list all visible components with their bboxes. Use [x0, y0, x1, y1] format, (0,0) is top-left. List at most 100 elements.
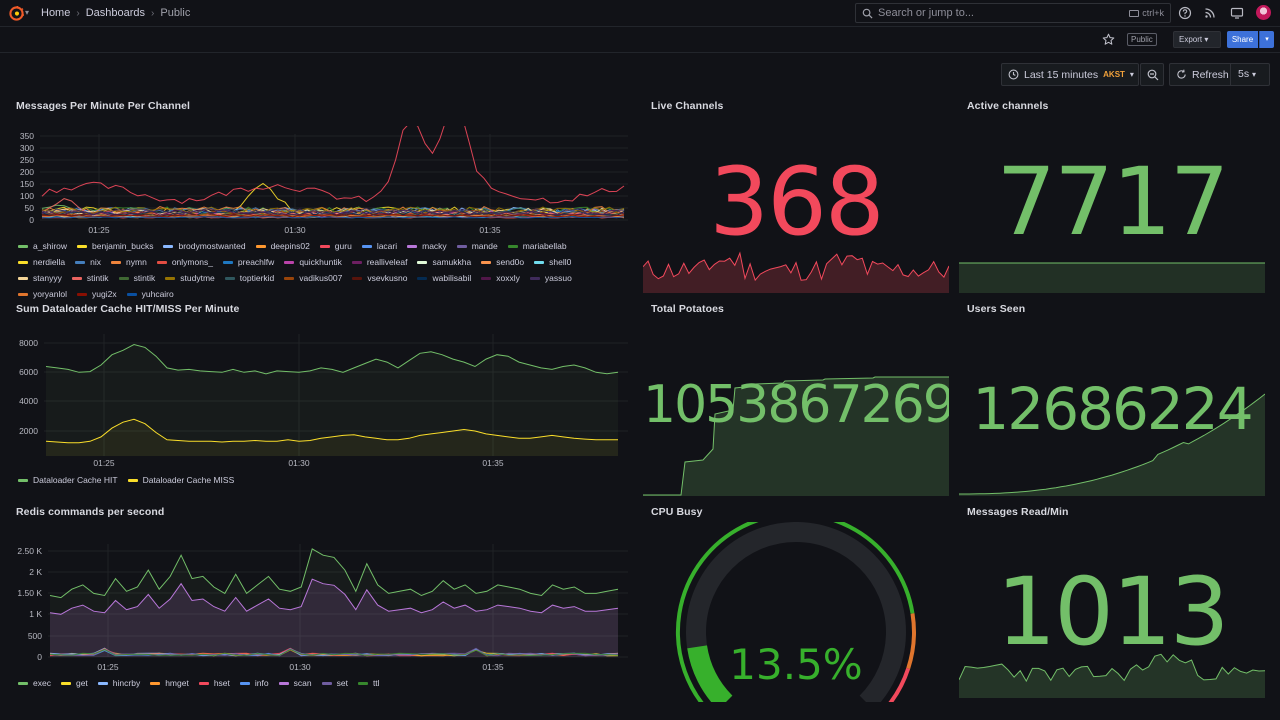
- legend-item[interactable]: set: [321, 675, 348, 691]
- legend-item[interactable]: guru: [319, 238, 352, 254]
- panel-title[interactable]: Sum Dataloader Cache HIT/MISS Per Minute: [16, 303, 240, 315]
- legend-label: nix: [90, 257, 102, 267]
- chevron-down-icon[interactable]: ▾: [25, 8, 30, 17]
- panel-title[interactable]: Messages Per Minute Per Channel: [16, 100, 191, 112]
- export-button[interactable]: Export ▾: [1173, 31, 1221, 48]
- legend-item[interactable]: wabilisabil: [417, 270, 471, 286]
- rss-news-icon[interactable]: [1203, 6, 1217, 20]
- legend-swatch: [529, 276, 540, 280]
- legend-item[interactable]: quickhuntik: [284, 254, 342, 270]
- legend-item[interactable]: Dataloader Cache HIT: [18, 472, 118, 488]
- legend-swatch: [417, 276, 428, 280]
- breadcrumb-home[interactable]: Home: [41, 7, 71, 19]
- legend-item[interactable]: stanyyy: [18, 270, 62, 286]
- legend-item[interactable]: stintik: [118, 270, 155, 286]
- legend-item[interactable]: exec: [18, 675, 51, 691]
- panel-title[interactable]: Total Potatoes: [651, 303, 724, 315]
- legend-label: brodymostwanted: [178, 241, 246, 251]
- legend-item[interactable]: scan: [278, 675, 312, 691]
- legend-item[interactable]: hincrby: [97, 675, 140, 691]
- legend-item[interactable]: nix: [75, 254, 101, 270]
- legend-item[interactable]: yoryanlol: [18, 286, 67, 302]
- legend-item[interactable]: ttl: [357, 675, 380, 691]
- redis-commands-chart: 2.50 K 2 K 1.50 K 1 K 500 0 01:25 01:30 01:35: [17, 544, 628, 672]
- x-tick-label: 01:25: [88, 225, 110, 235]
- legend-item[interactable]: shell0: [534, 254, 571, 270]
- y-tick-label: 300: [20, 143, 34, 153]
- sparkline-area: [643, 377, 949, 496]
- dataloader-cache-legend: Dataloader Cache HIT Dataloader Cache MIS…: [18, 472, 622, 488]
- share-options-button[interactable]: ▾: [1259, 31, 1274, 48]
- legend-item[interactable]: a_shirow: [18, 238, 67, 254]
- panel-messages-read: Messages Read/Min 1013: [959, 502, 1265, 702]
- legend-label: yuhcairo: [141, 289, 174, 299]
- legend-item[interactable]: preachlfw: [222, 254, 274, 270]
- legend-label: mande: [471, 241, 498, 251]
- legend-item[interactable]: benjamin_bucks: [77, 238, 153, 254]
- time-range-picker[interactable]: Last 15 minutes AKST ▾: [1001, 63, 1139, 86]
- refresh-button[interactable]: Refresh: [1169, 63, 1231, 86]
- legend-item[interactable]: hset: [198, 675, 230, 691]
- star-icon[interactable]: [1102, 33, 1115, 46]
- chevron-down-icon: ▾: [1265, 36, 1269, 43]
- legend-item[interactable]: onlymons_: [156, 254, 213, 270]
- legend-item[interactable]: mande: [456, 238, 498, 254]
- legend-item[interactable]: yassuo: [529, 270, 572, 286]
- kiosk-mode-icon[interactable]: [1230, 6, 1244, 20]
- legend-item[interactable]: nerdiella: [18, 254, 65, 270]
- legend-item[interactable]: vadikus007: [284, 270, 342, 286]
- legend-label: vsevkusno: [367, 273, 408, 283]
- legend-item[interactable]: yuhcairo: [126, 286, 174, 302]
- legend-item[interactable]: realliveleaf: [351, 254, 407, 270]
- legend-label: wabilisabil: [432, 273, 472, 283]
- share-button[interactable]: Share: [1227, 31, 1258, 48]
- legend-swatch: [118, 276, 129, 280]
- legend-label: deepins02: [270, 241, 310, 251]
- chevron-down-icon: ▾: [1204, 35, 1209, 44]
- user-avatar[interactable]: [1256, 5, 1271, 20]
- legend-item[interactable]: stintik: [71, 270, 109, 286]
- panel-title[interactable]: Users Seen: [967, 303, 1026, 315]
- legend-swatch: [18, 292, 28, 296]
- legend-item[interactable]: brodymostwanted: [163, 238, 246, 254]
- x-tick-label: 01:25: [97, 662, 119, 672]
- legend-swatch: [18, 276, 28, 280]
- panel-title[interactable]: CPU Busy: [651, 506, 703, 518]
- help-icon[interactable]: [1178, 6, 1192, 20]
- legend-item[interactable]: yugi2x: [77, 286, 117, 302]
- legend-item[interactable]: info: [239, 675, 269, 691]
- legend-item[interactable]: get: [60, 675, 88, 691]
- legend-label: nymn: [126, 257, 147, 267]
- legend-item[interactable]: lacari: [361, 238, 397, 254]
- panel-messages-per-minute: Messages Per Minute Per Channel: [8, 96, 636, 292]
- legend-label: hset: [213, 678, 230, 688]
- panel-title[interactable]: Live Channels: [651, 100, 724, 112]
- legend-item[interactable]: macky: [407, 238, 447, 254]
- legend-item[interactable]: Dataloader Cache MISS: [127, 472, 234, 488]
- grafana-logo-icon[interactable]: [9, 6, 24, 21]
- search-input[interactable]: Search or jump to... ctrl+k: [855, 3, 1171, 23]
- breadcrumb-dashboards[interactable]: Dashboards: [85, 7, 146, 19]
- legend-item[interactable]: mariabellab: [507, 238, 567, 254]
- legend-item[interactable]: xoxxly: [481, 270, 520, 286]
- refresh-interval-picker[interactable]: 5s ▾: [1231, 63, 1270, 86]
- refresh-interval-label: 5s: [1238, 68, 1250, 80]
- legend-item[interactable]: samukkha: [417, 254, 471, 270]
- sparkline-area: [643, 253, 949, 293]
- legend-item[interactable]: vsevkusno: [352, 270, 407, 286]
- legend-item[interactable]: hmget: [150, 675, 189, 691]
- series-line: [49, 548, 619, 599]
- panel-title[interactable]: Redis commands per second: [16, 506, 165, 518]
- legend-item[interactable]: nymn: [111, 254, 147, 270]
- zoom-out-button[interactable]: [1140, 63, 1164, 86]
- legend-item[interactable]: deepins02: [255, 238, 310, 254]
- legend-item[interactable]: send0o: [481, 254, 524, 270]
- time-range-label: Last 15 minutes: [1024, 68, 1099, 81]
- clock-icon: [1008, 69, 1019, 80]
- legend-item[interactable]: studytme: [165, 270, 215, 286]
- x-tick-label: 01:30: [288, 458, 310, 468]
- panel-title[interactable]: Active channels: [967, 100, 1049, 112]
- legend-item[interactable]: toptierkid: [224, 270, 274, 286]
- panel-live-channels: Live Channels 368: [643, 96, 949, 293]
- panel-title[interactable]: Messages Read/Min: [967, 506, 1069, 518]
